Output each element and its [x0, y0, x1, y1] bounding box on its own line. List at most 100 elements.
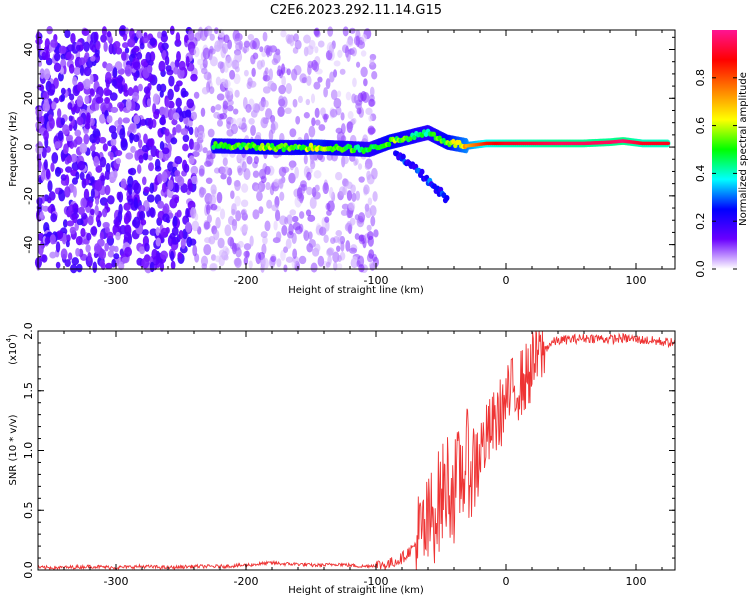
snr-line	[37, 330, 676, 571]
noise-dot	[222, 166, 230, 176]
noise-dot	[317, 40, 325, 48]
noise-dot	[233, 73, 241, 85]
noise-dot	[110, 106, 119, 114]
noise-dot	[161, 30, 167, 37]
noise-dot	[96, 219, 102, 228]
noise-dot	[77, 160, 86, 171]
noise-dot	[306, 186, 313, 196]
noise-dot	[270, 122, 276, 134]
noise-dot	[140, 219, 147, 226]
noise-dot	[306, 45, 314, 56]
colorbar-label: Normalized spectral amplitude	[738, 72, 749, 226]
noise-dot	[329, 186, 334, 199]
noise-dot	[273, 52, 281, 64]
noise-dot	[336, 263, 343, 270]
noise-dot	[314, 107, 320, 119]
noise-dot	[64, 29, 71, 39]
noise-dot	[370, 215, 376, 227]
snr-panel: -300 -200 -100 0 100 0.0 0.5 1.0 1.5 2.0 Height …	[5, 322, 676, 596]
noise-dot	[99, 156, 107, 168]
noise-dot	[240, 199, 249, 208]
noise-dot	[142, 153, 149, 161]
noise-dot	[289, 128, 297, 138]
noise-dot	[355, 190, 361, 201]
x-tick-label: -300	[104, 274, 129, 287]
noise-dot	[358, 212, 366, 223]
noise-dot	[99, 136, 107, 144]
noise-dot	[271, 204, 279, 212]
snr-scale-text: (x104)	[5, 334, 19, 365]
noise-dot	[254, 184, 262, 193]
spectrogram-x-label: Height of straight line (km)	[288, 285, 424, 296]
noise-dot	[217, 237, 225, 249]
noise-dot	[35, 106, 43, 118]
noise-dot	[205, 177, 213, 185]
noise-dot	[115, 231, 121, 241]
noise-dot	[213, 229, 220, 241]
noise-dot	[70, 32, 76, 44]
noise-dot	[66, 234, 71, 243]
noise-dot	[288, 223, 294, 236]
noise-dot	[119, 128, 126, 140]
noise-dot	[127, 37, 136, 48]
noise-dot	[340, 240, 345, 252]
noise-dot	[90, 188, 95, 199]
noise-dot	[256, 191, 263, 202]
noise-dot	[90, 176, 95, 184]
signal-core	[451, 138, 456, 145]
noise-dot	[170, 137, 178, 145]
noise-dot	[125, 152, 134, 160]
noise-dot	[224, 224, 232, 237]
chart-title: C2E6.2023.292.11.14.G15	[270, 3, 442, 18]
noise-dot	[113, 40, 121, 49]
noise-dot	[176, 209, 182, 218]
noise-dot	[160, 227, 169, 238]
noise-dot	[62, 124, 70, 135]
noise-dot	[265, 182, 271, 191]
noise-dot	[139, 42, 145, 50]
noise-dot	[118, 203, 123, 215]
noise-dot	[100, 261, 106, 271]
noise-dot	[237, 167, 243, 176]
noise-dot	[203, 71, 212, 81]
snr-x-ticks: -300 -200 -100 0 100	[37, 331, 663, 588]
noise-dot	[116, 75, 124, 84]
noise-dot	[337, 254, 342, 263]
noise-dot	[156, 31, 162, 39]
noise-dot	[43, 159, 48, 171]
noise-dot	[130, 146, 136, 154]
noise-dot	[306, 171, 312, 181]
noise-dot	[79, 171, 85, 181]
noise-dot	[292, 248, 298, 259]
noise-dot	[248, 80, 257, 88]
noise-dot	[346, 207, 352, 219]
noise-dot	[148, 117, 154, 130]
y-tick-label: 1.5	[22, 382, 35, 400]
noise-dot	[368, 115, 373, 122]
noise-dot	[220, 208, 226, 220]
noise-dot	[66, 155, 73, 164]
noise-dot	[38, 115, 45, 125]
noise-dot	[291, 68, 298, 81]
noise-dot	[276, 258, 282, 268]
noise-dot	[261, 243, 267, 255]
noise-dot	[119, 224, 127, 235]
noise-dot	[233, 257, 241, 266]
noise-dot	[66, 209, 72, 218]
noise-dot	[312, 191, 321, 200]
noise-dot	[363, 184, 370, 195]
noise-dot	[295, 115, 301, 125]
noise-dot	[373, 229, 379, 238]
noise-dot	[133, 114, 141, 125]
branch-dot	[400, 153, 406, 160]
noise-dot	[187, 28, 195, 41]
noise-dot	[241, 161, 247, 173]
noise-dot	[69, 226, 76, 235]
noise-dot	[174, 196, 180, 204]
noise-dot	[132, 61, 141, 71]
noise-dot	[106, 231, 114, 239]
noise-dot	[345, 91, 352, 101]
noise-dot	[132, 45, 140, 53]
noise-dot	[75, 171, 80, 180]
noise-dot	[260, 59, 266, 68]
